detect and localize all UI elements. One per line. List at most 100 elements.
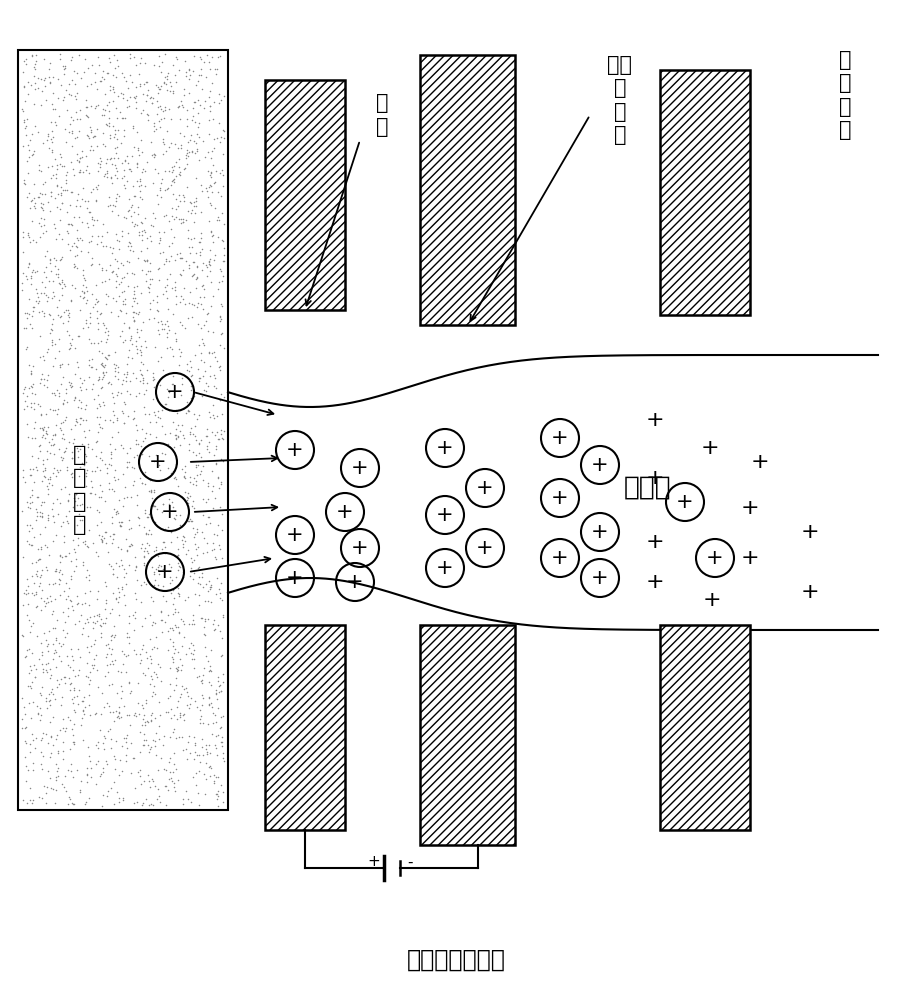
- Point: [77, 689, 91, 705]
- Point: [115, 270, 130, 286]
- Point: [202, 737, 216, 753]
- Point: [145, 271, 160, 287]
- Point: [203, 177, 217, 193]
- Text: +: +: [677, 492, 694, 512]
- Point: [146, 732, 161, 748]
- Point: [42, 547, 57, 563]
- Point: [166, 499, 181, 515]
- Point: [45, 142, 59, 158]
- Point: [26, 674, 40, 690]
- Point: [110, 708, 125, 724]
- Point: [34, 590, 48, 606]
- Point: [107, 629, 121, 645]
- Point: [179, 64, 194, 80]
- Point: [58, 158, 72, 174]
- Point: [176, 468, 191, 484]
- Point: [178, 405, 193, 421]
- Point: [163, 620, 177, 636]
- Point: [110, 170, 124, 186]
- Point: [62, 341, 77, 357]
- Point: [43, 770, 58, 786]
- Point: [208, 728, 223, 744]
- Point: [119, 369, 133, 385]
- Point: [46, 508, 60, 524]
- Point: [68, 91, 83, 107]
- Point: [171, 478, 185, 494]
- Point: [77, 372, 91, 388]
- Point: [89, 756, 104, 772]
- Point: [46, 508, 60, 524]
- Point: [135, 536, 150, 552]
- Point: [165, 162, 180, 178]
- Point: [147, 564, 162, 580]
- Text: +: +: [352, 458, 369, 478]
- Point: [40, 478, 55, 494]
- Point: [122, 320, 137, 336]
- Point: [78, 193, 92, 209]
- Point: [169, 529, 184, 545]
- Point: [37, 285, 51, 301]
- Point: [152, 113, 166, 129]
- Point: [89, 361, 103, 377]
- Point: [184, 498, 199, 514]
- Point: [46, 311, 60, 327]
- Point: [89, 705, 103, 721]
- Point: [139, 525, 153, 541]
- Point: [110, 663, 125, 679]
- Point: [99, 350, 113, 366]
- Point: [58, 508, 73, 524]
- Point: [81, 130, 96, 146]
- Point: [166, 229, 181, 245]
- Point: [181, 490, 195, 506]
- Point: [131, 142, 145, 158]
- Point: [44, 728, 58, 744]
- Point: [156, 362, 171, 378]
- Point: [86, 620, 100, 636]
- Point: [22, 291, 37, 307]
- Point: [182, 71, 196, 87]
- Text: +: +: [592, 568, 609, 588]
- Text: -: -: [407, 854, 413, 869]
- Point: [26, 762, 40, 778]
- Point: [46, 437, 60, 453]
- Point: [36, 427, 50, 443]
- Point: [66, 161, 80, 177]
- Point: [93, 450, 108, 466]
- Point: [35, 761, 49, 777]
- Point: [25, 379, 39, 395]
- Point: [136, 519, 151, 535]
- Point: [79, 569, 93, 585]
- Point: [187, 651, 202, 667]
- Point: [23, 500, 37, 516]
- Point: [36, 661, 50, 677]
- Text: +: +: [551, 548, 569, 568]
- Point: [26, 461, 40, 477]
- Point: [191, 407, 205, 423]
- Point: [102, 78, 117, 94]
- Point: [126, 411, 141, 427]
- Point: [130, 155, 144, 171]
- Point: [100, 117, 114, 133]
- Point: [50, 178, 65, 194]
- Point: [125, 120, 140, 136]
- Point: [68, 258, 82, 274]
- Point: [93, 305, 108, 321]
- Point: [146, 371, 161, 387]
- Point: [70, 596, 85, 612]
- Point: [79, 279, 93, 295]
- Point: [173, 507, 187, 523]
- Point: [129, 370, 143, 386]
- Point: [71, 443, 86, 459]
- Point: [81, 669, 96, 685]
- Point: [60, 313, 75, 329]
- Point: [21, 86, 36, 102]
- Point: [127, 795, 142, 811]
- Point: [182, 363, 196, 379]
- Point: [210, 747, 225, 763]
- Point: [176, 161, 191, 177]
- Point: [80, 319, 95, 335]
- Point: [44, 170, 58, 186]
- Point: [62, 741, 77, 757]
- Point: [36, 348, 50, 364]
- Point: [45, 158, 59, 174]
